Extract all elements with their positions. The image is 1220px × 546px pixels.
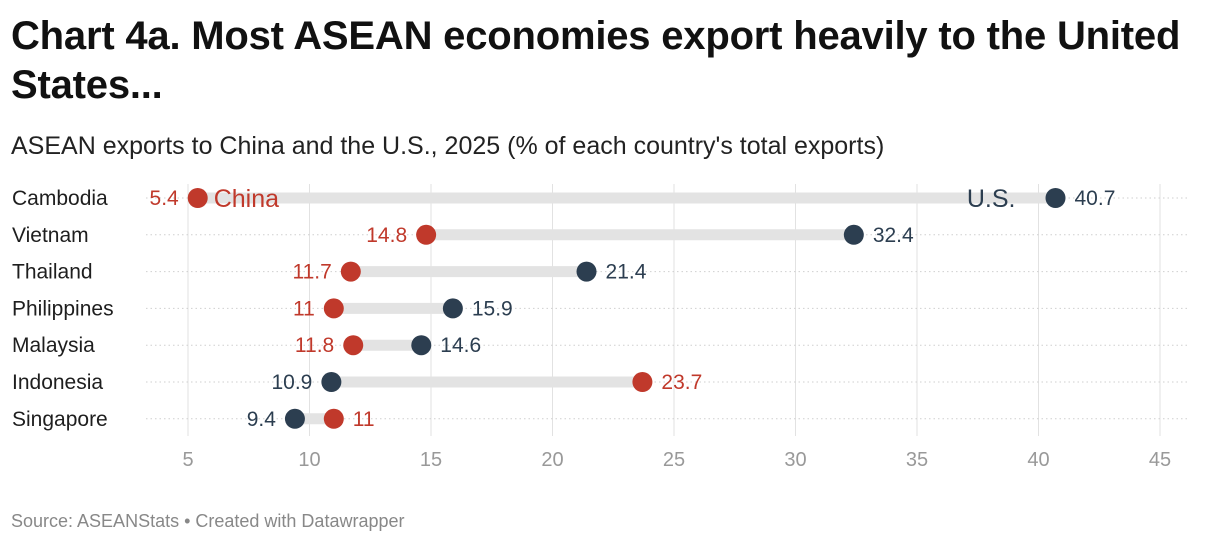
us-point bbox=[321, 372, 342, 392]
category-label: Philippines bbox=[12, 297, 114, 320]
us-point bbox=[284, 408, 305, 429]
grid-layer: 5 10 15 20 25 30 35 40 45 bbox=[146, 184, 1190, 471]
us-value-label: 14.6 bbox=[440, 334, 481, 357]
category-label: Singapore bbox=[12, 408, 108, 431]
x-tick-label: 25 bbox=[663, 449, 685, 471]
china-value-label: 11 bbox=[353, 408, 375, 431]
dot-range-chart: 5 10 15 20 25 30 35 40 45 Cambodia 5.4 40.7 China U.… bbox=[12, 184, 1190, 471]
china-point bbox=[340, 261, 361, 282]
us-point bbox=[1045, 188, 1066, 208]
chart-title: Chart 4a. Most ASEAN economies export he… bbox=[11, 14, 1181, 107]
source-note: Source: ASEANStats • Created with Datawr… bbox=[11, 511, 405, 531]
x-tick-label: 35 bbox=[906, 449, 928, 471]
x-tick-label: 5 bbox=[182, 449, 193, 471]
china-value-label: 11 bbox=[293, 297, 315, 320]
us-value-label: 10.9 bbox=[271, 371, 312, 394]
china-point bbox=[323, 298, 344, 319]
china-point bbox=[343, 335, 364, 356]
series-label-china: China bbox=[214, 185, 279, 213]
china-point bbox=[632, 372, 653, 392]
china-value-label: 5.4 bbox=[150, 187, 180, 210]
us-value-label: 40.7 bbox=[1075, 187, 1116, 210]
data-points bbox=[187, 188, 1066, 429]
chart-subtitle: ASEAN exports to China and the U.S., 202… bbox=[11, 132, 885, 160]
x-tick-label: 45 bbox=[1149, 449, 1171, 471]
china-value-label: 23.7 bbox=[661, 371, 702, 394]
china-value-label: 11.8 bbox=[295, 334, 334, 357]
category-label: Thailand bbox=[12, 261, 93, 284]
x-tick-label: 40 bbox=[1027, 449, 1049, 471]
us-value-label: 9.4 bbox=[247, 408, 277, 431]
us-value-label: 15.9 bbox=[472, 297, 513, 320]
china-point bbox=[416, 224, 437, 245]
category-label: Malaysia bbox=[12, 334, 95, 357]
us-point bbox=[843, 224, 864, 245]
us-point bbox=[576, 261, 597, 282]
series-label-us: U.S. bbox=[967, 185, 1016, 213]
x-tick-label: 10 bbox=[298, 449, 320, 471]
x-tick-label: 15 bbox=[420, 449, 442, 471]
us-point bbox=[411, 335, 432, 356]
range-bars bbox=[197, 192, 1056, 425]
china-value-label: 14.8 bbox=[366, 224, 407, 247]
us-value-label: 21.4 bbox=[606, 261, 647, 284]
us-point bbox=[442, 298, 463, 319]
us-value-label: 32.4 bbox=[873, 224, 914, 247]
china-value-label: 11.7 bbox=[292, 261, 331, 284]
x-tick-label: 30 bbox=[784, 449, 806, 471]
labels: Cambodia 5.4 40.7 China U.S. Vietnam 14.8 32.4 T… bbox=[12, 185, 1115, 431]
category-label: Cambodia bbox=[12, 187, 108, 210]
category-label: Indonesia bbox=[12, 371, 103, 394]
china-point bbox=[187, 188, 208, 208]
category-label: Vietnam bbox=[12, 224, 89, 247]
x-tick-label: 20 bbox=[541, 449, 563, 471]
china-point bbox=[323, 408, 344, 429]
